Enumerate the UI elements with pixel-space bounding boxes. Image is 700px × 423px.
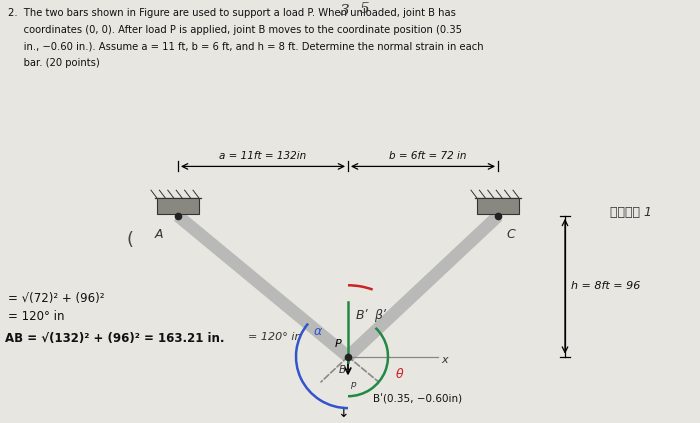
Text: ↓: ↓ <box>337 406 349 420</box>
Text: x: x <box>441 354 447 365</box>
Bar <box>477 198 519 214</box>
Text: h = 8ft = 96: h = 8ft = 96 <box>571 281 640 291</box>
Text: Bʹ(0.35, −0.60in): Bʹ(0.35, −0.60in) <box>373 394 462 404</box>
Text: βʹ: βʹ <box>374 308 386 321</box>
Text: C: C <box>506 228 514 241</box>
Text: α: α <box>314 325 322 338</box>
Text: b = 6ft = 72 in: b = 6ft = 72 in <box>389 151 467 162</box>
Text: bar. (20 points): bar. (20 points) <box>8 58 99 69</box>
Text: A: A <box>155 228 163 241</box>
Text: = √(72)² + (96)²: = √(72)² + (96)² <box>8 292 104 305</box>
Text: P: P <box>335 339 341 349</box>
Text: (: ( <box>127 231 134 249</box>
Text: B-: B- <box>339 365 349 374</box>
Text: 2.  The two bars shown in Figure are used to support a load P. When unloaded, jo: 2. The two bars shown in Figure are used… <box>8 8 456 18</box>
Text: θ: θ <box>396 368 404 381</box>
Text: = 120° in: = 120° in <box>8 310 64 323</box>
Text: = 120° in: = 120° in <box>248 332 302 342</box>
Text: AB = √(132)² + (96)² = 163.21 in.: AB = √(132)² + (96)² = 163.21 in. <box>5 332 225 345</box>
Text: in., −0.60 in.). Assume a = 11 ft, b = 6 ft, and h = 8 ft. Determine the normal : in., −0.60 in.). Assume a = 11 ft, b = 6… <box>8 41 484 52</box>
Bar <box>157 198 199 214</box>
Text: 3: 3 <box>340 4 350 18</box>
Text: p: p <box>350 380 356 390</box>
Text: Bʹ: Bʹ <box>356 309 368 322</box>
Text: 5: 5 <box>360 2 370 16</box>
Text: a = 11ft = 132in: a = 11ft = 132in <box>219 151 307 162</box>
Text: دامد 1: دامد 1 <box>610 206 652 220</box>
Text: coordinates (0, 0). After load P is applied, joint B moves to the coordinate pos: coordinates (0, 0). After load P is appl… <box>8 25 462 35</box>
